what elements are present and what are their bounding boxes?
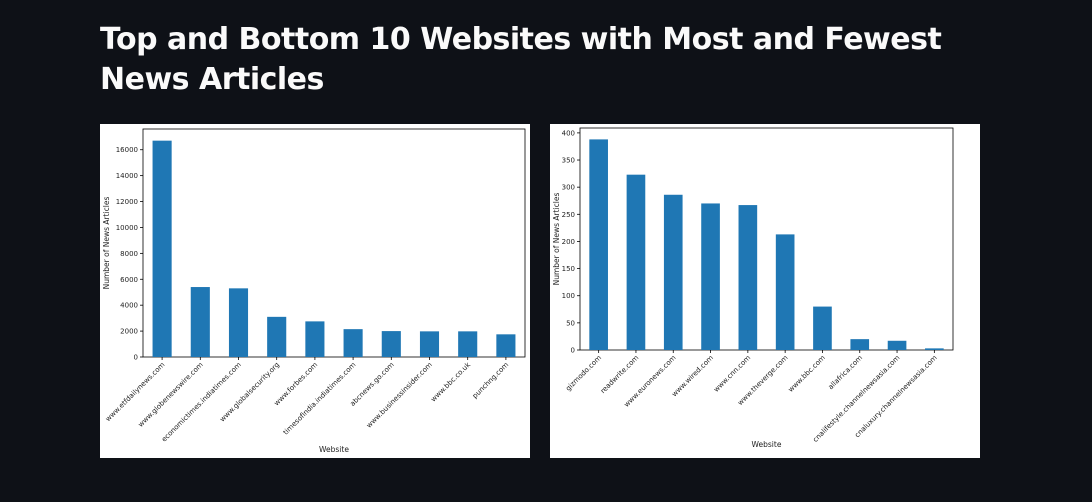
x-tick-label: readwrite.com bbox=[599, 354, 641, 396]
x-tick-label: www.cnn.com bbox=[712, 354, 752, 394]
x-tick-label: economictimes.indiatimes.com bbox=[160, 361, 243, 444]
top-10-chart-svg: 0 2000 4000 6000 8000 10000 12000 14000 16000 www… bbox=[102, 128, 526, 454]
y-tick-label: 200 bbox=[562, 238, 575, 246]
x-axis-label: Website bbox=[752, 440, 782, 449]
x-tick-label: www.bbc.co.uk bbox=[429, 360, 472, 403]
y-tick-label: 12000 bbox=[116, 198, 138, 206]
bar bbox=[343, 329, 363, 357]
bar bbox=[589, 139, 608, 350]
y-axis-label: Number of News Articles bbox=[552, 193, 561, 286]
x-tick-label: timesofindia.indiatimes.com bbox=[282, 361, 358, 437]
x-axis-label: Website bbox=[319, 445, 349, 454]
y-tick-label: 150 bbox=[562, 265, 575, 273]
bar bbox=[458, 331, 478, 357]
y-tick-label: 0 bbox=[571, 347, 575, 355]
y-tick-label: 14000 bbox=[116, 172, 138, 180]
bar bbox=[305, 321, 325, 357]
bar bbox=[850, 339, 870, 350]
y-tick-label: 16000 bbox=[116, 146, 138, 154]
y-tick-label: 2000 bbox=[120, 328, 138, 336]
plot-frame bbox=[579, 127, 954, 351]
bar bbox=[925, 348, 944, 350]
x-tick-label: punchng.com bbox=[471, 361, 510, 400]
bar bbox=[267, 316, 287, 357]
bar bbox=[813, 306, 832, 350]
x-tick-label: gizmodo.com bbox=[564, 354, 603, 393]
bottom-10-websites-chart: 0 50 100 150 200 250 300 350 400 gizmodo.com readw… bbox=[550, 124, 980, 458]
y-tick-label: 100 bbox=[562, 292, 575, 300]
y-axis-label: Number of News Articles bbox=[102, 197, 111, 290]
bar bbox=[381, 331, 401, 357]
top-10-websites-chart: 0 2000 4000 6000 8000 10000 12000 14000 16000 www… bbox=[100, 124, 530, 458]
y-tick-label: 10000 bbox=[116, 224, 138, 232]
x-tick-label: www.bbc.com bbox=[787, 354, 827, 394]
bar bbox=[663, 194, 683, 350]
plot-frame bbox=[142, 128, 526, 358]
bar bbox=[190, 287, 210, 357]
x-tick-label: cnaluxury.channelnewsasia.com bbox=[853, 354, 939, 440]
page-title: Top and Bottom 10 Websites with Most and… bbox=[100, 22, 942, 97]
bar bbox=[626, 174, 646, 350]
y-tick-label: 250 bbox=[562, 211, 575, 219]
y-tick-label: 0 bbox=[134, 354, 138, 362]
bar bbox=[887, 340, 907, 350]
bar bbox=[152, 140, 172, 357]
bar bbox=[228, 288, 249, 357]
bottom-10-chart-svg: 0 50 100 150 200 250 300 350 400 gizmodo.comreadw… bbox=[552, 127, 954, 449]
y-tick-label: 4000 bbox=[120, 302, 138, 310]
bar bbox=[496, 334, 516, 357]
y-tick-label: 350 bbox=[562, 157, 575, 165]
bar bbox=[738, 205, 758, 350]
x-tick-label: www.wired.com bbox=[670, 354, 715, 399]
bar bbox=[701, 203, 720, 350]
bar bbox=[419, 331, 440, 357]
x-tick-label: www.globenewswire.com bbox=[137, 361, 205, 429]
y-tick-label: 50 bbox=[566, 319, 575, 327]
y-tick-label: 300 bbox=[562, 184, 575, 192]
y-tick-label: 6000 bbox=[120, 276, 138, 284]
y-tick-label: 8000 bbox=[120, 250, 138, 258]
x-tick-label: www.businessinsider.com bbox=[365, 361, 434, 430]
x-tick-label: allafrica.com bbox=[827, 354, 865, 392]
y-tick-label: 400 bbox=[562, 129, 575, 137]
bar bbox=[775, 234, 795, 350]
